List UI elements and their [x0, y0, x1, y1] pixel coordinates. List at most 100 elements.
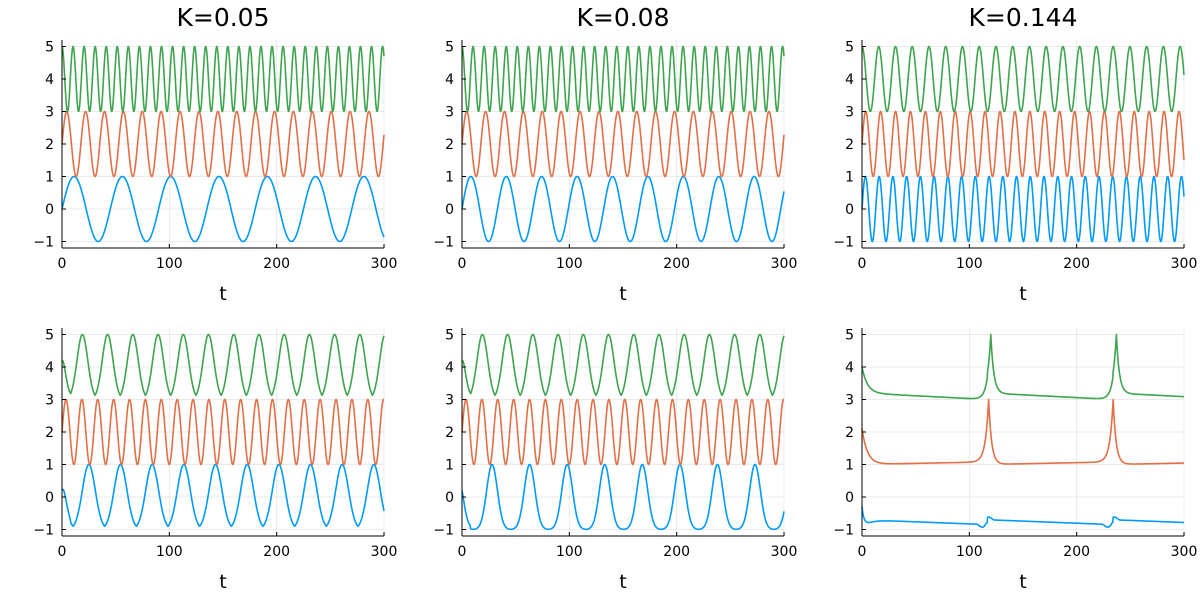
series-1-line: [61, 463, 385, 528]
x-tick-label: 100: [956, 544, 983, 560]
y-tick-label: 5: [445, 328, 454, 344]
y-tick-label: 5: [445, 40, 454, 56]
y-tick-label: 3: [445, 393, 454, 409]
y-tick-label: −1: [33, 235, 54, 251]
y-tick-label: 1: [45, 170, 54, 186]
panel-title: K=0.05: [176, 3, 269, 32]
series-3-line: [861, 333, 1185, 400]
y-tick-label: 5: [845, 328, 854, 344]
x-axis-label: t: [619, 571, 626, 593]
series-3-line: [461, 333, 785, 397]
x-tick-label: 300: [771, 256, 798, 272]
x-tick-label: 200: [1063, 544, 1090, 560]
series-1-line: [461, 175, 785, 243]
y-tick-label: −1: [433, 523, 454, 539]
y-tick-label: 1: [845, 170, 854, 186]
y-tick-label: 5: [45, 40, 54, 56]
y-tick-label: 3: [45, 393, 54, 409]
y-tick-label: 4: [845, 72, 854, 88]
y-tick-label: 0: [45, 202, 54, 218]
y-tick-label: 5: [45, 328, 54, 344]
series-1-line: [861, 175, 1185, 243]
x-tick-label: 0: [58, 256, 67, 272]
series-3-line: [61, 333, 385, 397]
series-1-line: [461, 463, 785, 531]
series-3-line: [861, 45, 1185, 113]
y-tick-label: 4: [845, 360, 854, 376]
x-tick-label: 300: [371, 256, 398, 272]
x-tick-label: 100: [156, 544, 183, 560]
y-tick-label: 4: [445, 72, 454, 88]
x-tick-label: 0: [458, 256, 467, 272]
y-tick-label: 1: [45, 458, 54, 474]
x-axis-label: t: [1019, 571, 1026, 593]
x-tick-label: 300: [371, 544, 398, 560]
x-tick-label: 300: [1171, 256, 1198, 272]
series-2-line: [461, 398, 785, 466]
series-3-line: [461, 45, 785, 113]
series-2-line: [61, 398, 385, 466]
y-tick-label: 0: [845, 490, 854, 506]
y-tick-label: 1: [445, 458, 454, 474]
x-tick-label: 300: [1171, 544, 1198, 560]
y-tick-label: 2: [45, 137, 54, 153]
y-tick-label: 4: [45, 360, 54, 376]
y-tick-label: −1: [433, 235, 454, 251]
x-tick-label: 200: [663, 256, 690, 272]
x-tick-label: 0: [858, 544, 867, 560]
y-tick-label: 0: [445, 490, 454, 506]
x-axis-label: t: [219, 571, 226, 593]
y-tick-label: 4: [445, 360, 454, 376]
x-tick-label: 200: [263, 256, 290, 272]
y-tick-label: 2: [45, 425, 54, 441]
y-tick-label: −1: [833, 235, 854, 251]
y-tick-label: −1: [833, 523, 854, 539]
y-tick-label: 2: [445, 137, 454, 153]
y-tick-label: 1: [845, 458, 854, 474]
y-tick-label: 0: [845, 202, 854, 218]
series-3-line: [61, 45, 385, 113]
series-1-line: [861, 506, 1185, 528]
panel-title: K=0.08: [576, 3, 669, 32]
y-tick-label: 5: [845, 40, 854, 56]
series-2-line: [61, 110, 385, 178]
x-axis-label: t: [219, 283, 226, 305]
y-tick-label: 0: [45, 490, 54, 506]
y-tick-label: 3: [845, 105, 854, 121]
x-tick-label: 0: [58, 544, 67, 560]
x-tick-label: 0: [858, 256, 867, 272]
x-tick-label: 100: [156, 256, 183, 272]
y-tick-label: 2: [845, 137, 854, 153]
series-2-line: [861, 398, 1185, 465]
x-tick-label: 300: [771, 544, 798, 560]
y-tick-label: 2: [445, 425, 454, 441]
x-tick-label: 0: [458, 544, 467, 560]
series-1-line: [61, 175, 385, 243]
y-tick-label: −1: [33, 523, 54, 539]
y-tick-label: 3: [445, 105, 454, 121]
series-2-line: [461, 110, 785, 178]
x-tick-label: 200: [263, 544, 290, 560]
x-axis-label: t: [619, 283, 626, 305]
y-tick-label: 4: [45, 72, 54, 88]
y-tick-label: 1: [445, 170, 454, 186]
series-2-line: [861, 110, 1185, 178]
x-tick-label: 200: [1063, 256, 1090, 272]
y-tick-label: 0: [445, 202, 454, 218]
panel-title: K=0.144: [969, 3, 1078, 32]
y-tick-label: 2: [845, 425, 854, 441]
x-tick-label: 100: [556, 544, 583, 560]
y-tick-label: 3: [45, 105, 54, 121]
x-tick-label: 100: [556, 256, 583, 272]
x-tick-label: 200: [663, 544, 690, 560]
x-axis-label: t: [1019, 283, 1026, 305]
x-tick-label: 100: [956, 256, 983, 272]
y-tick-label: 3: [845, 393, 854, 409]
